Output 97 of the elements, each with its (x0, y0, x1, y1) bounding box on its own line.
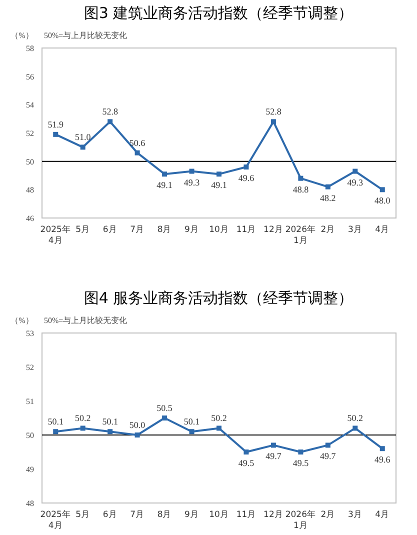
data-label: 52.8 (102, 106, 118, 117)
x-tick-label: 11月 (236, 510, 256, 520)
point (53, 132, 58, 137)
point (298, 176, 304, 181)
point (108, 429, 113, 434)
data-label: 49.6 (238, 173, 255, 183)
y-tick-label: 50 (26, 157, 34, 166)
text: 50%=与上月比较无变化 (44, 316, 128, 325)
data-label: 49.1 (211, 180, 227, 190)
data-label: 51.9 (48, 119, 64, 130)
x-tick-label: 4月 (375, 225, 390, 235)
x-tick-label: 3月 (348, 225, 362, 235)
data-label: 48.0 (374, 196, 391, 206)
y-tick-label: 53 (26, 329, 34, 338)
x-tick-label: 7月 (130, 510, 145, 520)
x-tick-label: 12月 (264, 510, 284, 520)
data-label: 49.3 (184, 177, 200, 188)
data-label: 50.0 (129, 420, 146, 430)
data-label: 52.8 (266, 106, 282, 117)
data-label: 48.8 (292, 184, 310, 194)
data-label: 49.7 (266, 451, 282, 462)
x-tick-label: 5月 (76, 225, 90, 235)
point (298, 450, 304, 454)
data-label: 48.2 (320, 192, 336, 203)
x-tick-label: 6月 (102, 510, 118, 520)
x-tick-label: 11月 (236, 225, 256, 235)
data-label: 49.1 (156, 180, 172, 190)
point (134, 150, 140, 156)
point (270, 442, 276, 448)
data-label: 49.6 (374, 454, 391, 465)
data-label: 50.1 (48, 416, 64, 427)
y-tick-label: 52 (26, 363, 34, 372)
point (162, 172, 168, 177)
point (108, 119, 113, 124)
x-tick-label: 9月 (184, 225, 199, 235)
point (134, 432, 140, 438)
x-tick-label: 3月 (348, 510, 362, 520)
data-label: 50.5 (156, 403, 173, 413)
point (162, 416, 168, 420)
point (80, 144, 86, 150)
point (380, 446, 385, 452)
y-tick-label: 51 (26, 397, 34, 406)
point (325, 442, 330, 448)
y-tick-label: 48 (26, 186, 34, 195)
x-tick-label: 5月 (76, 510, 90, 520)
data-label: 50.2 (211, 413, 227, 424)
point (216, 172, 222, 177)
point (53, 429, 58, 434)
data-label: 49.3 (347, 177, 364, 188)
chart-title: 图3 建筑业商务活动指数（经季节调整） (84, 4, 354, 22)
point (216, 426, 222, 431)
point (270, 119, 276, 124)
point (325, 184, 330, 190)
x-tick-label: 2025年 4月 (40, 509, 71, 531)
x-tick-label: 4月 (375, 510, 390, 520)
point (244, 164, 249, 170)
y-tick-label: 58 (26, 44, 34, 53)
x-tick-label: 2025年 4月 (40, 224, 71, 246)
point (80, 426, 86, 431)
point (352, 168, 358, 174)
data-label: 50.1 (102, 416, 118, 427)
x-tick-label: 7月 (130, 225, 145, 235)
y-tick-label: 56 (26, 72, 34, 82)
y-axis-title: （%） (10, 316, 34, 325)
x-tick-label: 12月 (264, 225, 284, 235)
x-tick-label: 8月 (157, 225, 172, 235)
point (244, 450, 249, 454)
data-label: 50.6 (129, 138, 146, 148)
y-tick-label: 49 (26, 465, 34, 474)
x-tick-label: 2026年 1月 (285, 509, 316, 531)
data-label: 50.2 (74, 413, 91, 424)
data-label: 50.1 (184, 416, 200, 427)
point (189, 429, 194, 434)
chart-title: 图4 服务业商务活动指数（经季节调整） (84, 289, 354, 307)
x-tick-label: 6月 (102, 225, 118, 235)
data-label: 50.2 (347, 413, 364, 424)
y-tick-label: 46 (26, 214, 34, 223)
x-tick-label: 8月 (157, 510, 172, 520)
data-label: 49.5 (292, 458, 310, 468)
data-label: 51.0 (74, 132, 92, 142)
x-tick-label: 2月 (320, 510, 336, 520)
y-tick-label: 50 (26, 431, 34, 440)
point (352, 426, 358, 431)
data-label: 49.7 (320, 451, 336, 462)
point (380, 187, 385, 192)
y-tick-label: 52 (26, 129, 34, 138)
data-label: 49.5 (238, 458, 255, 468)
y-tick-label: 54 (26, 100, 34, 110)
y-tick-label: 48 (26, 499, 34, 508)
text: 50%=与上月比较无变化 (44, 31, 128, 40)
y-axis-title: （%） (10, 31, 34, 40)
x-tick-label: 10月 (209, 225, 229, 235)
x-tick-label: 9月 (184, 510, 199, 520)
point (189, 168, 194, 174)
x-tick-label: 2月 (320, 225, 336, 235)
x-tick-label: 2026年 1月 (285, 224, 316, 246)
x-tick-label: 10月 (209, 510, 229, 520)
